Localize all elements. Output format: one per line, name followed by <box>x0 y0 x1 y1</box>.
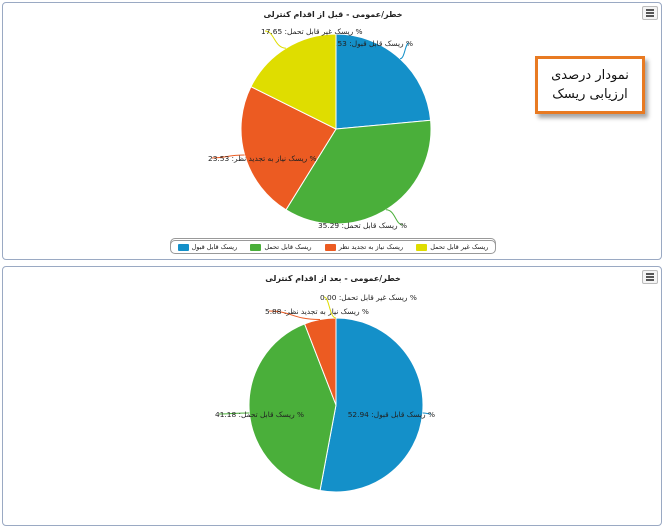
data-label-needs_review: % ریسک نیاز به تجدید نظر: 23.53 <box>208 154 317 163</box>
annotation-box: نمودار درصدی ارزیابی ریسک <box>535 56 645 114</box>
legend-label: ریسک نیاز به تجدید نظر <box>338 243 404 251</box>
label-connector <box>385 209 404 226</box>
annotation-line-1: نمودار درصدی <box>551 68 629 83</box>
label-connector <box>268 310 321 320</box>
chart-title: خطر/عمومی - بعد از اقدام کنترلی <box>265 274 401 283</box>
annotation-line-2: ارزیابی ریسک <box>552 87 628 102</box>
legend-item-tolerable[interactable]: ریسک قابل تحمل <box>250 243 312 251</box>
pie-chart-before: خطر/عمومی - قبل از اقدام کنترلی % ریسک ق… <box>208 10 432 230</box>
label-connector <box>422 412 432 415</box>
data-label-intolerable: % ریسک غیر قابل تحمل: 17.65 <box>261 27 363 36</box>
data-label-tolerable: % ریسک قابل تحمل: 41.18 <box>215 410 304 419</box>
legend-item-needs_review[interactable]: ریسک نیاز به تجدید نظر <box>324 243 404 251</box>
legend-label: ریسک غیر قابل تحمل <box>430 243 489 251</box>
legend-swatch <box>250 243 262 251</box>
data-label-accepted: % ریسک قابل قبول: 52.94 <box>348 410 435 419</box>
pie-slice-intolerable[interactable] <box>250 33 337 130</box>
label-connector <box>264 30 287 49</box>
legend-label: ریسک قابل قبول <box>191 243 238 251</box>
pie-slice-accepted[interactable] <box>319 317 424 493</box>
legend-item-accepted[interactable]: ریسک قابل قبول <box>177 243 238 251</box>
label-connector <box>218 412 250 415</box>
chart-panel-before: خطر/عمومی - قبل از اقدام کنترلی % ریسک ق… <box>2 2 662 260</box>
data-label-tolerable: % ریسک قابل تحمل: 35.29 <box>318 221 407 230</box>
legend-swatch <box>416 243 428 251</box>
legend-swatch <box>324 243 336 251</box>
pie-slice-tolerable[interactable] <box>248 323 337 492</box>
data-label-needs_review: % ریسک نیاز به تجدید نظر: 5.88 <box>265 307 369 316</box>
data-label-accepted: % ریسک قابل قبول: 23.53 <box>326 39 413 48</box>
chart-menu-icon[interactable] <box>642 270 658 284</box>
pie-slice-accepted[interactable] <box>335 33 432 130</box>
label-connector <box>399 42 410 60</box>
label-connector <box>211 154 245 159</box>
legend-item-intolerable[interactable]: ریسک غیر قابل تحمل <box>416 243 488 251</box>
legend-label: ریسک قابل تحمل <box>264 243 312 251</box>
label-connector <box>323 296 337 319</box>
chart-menu-icon[interactable] <box>642 6 658 20</box>
pie-chart-after: خطر/عمومی - بعد از اقدام کنترلی % ریسک ق… <box>215 274 435 493</box>
legend-swatch <box>177 243 189 251</box>
chart-legend-after: ریسک قابل قبول ریسک قابل تحمل ریسک نیاز به… <box>170 240 496 254</box>
chart-title: خطر/عمومی - قبل از اقدام کنترلی <box>263 10 402 19</box>
chart-panel-after: خطر/عمومی - بعد از اقدام کنترلی % ریسک ق… <box>2 266 662 526</box>
data-label-intolerable: % ریسک غیر قابل تحمل: 0.00 <box>320 293 417 302</box>
